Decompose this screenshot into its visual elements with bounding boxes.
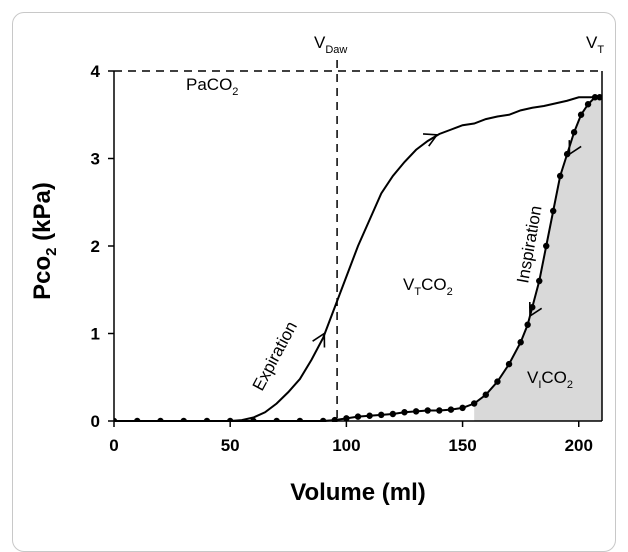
expiration-arrow: [422, 133, 439, 147]
inspiration-point: [296, 417, 304, 422]
inspiration-point: [596, 94, 602, 101]
inspiration-point: [517, 339, 524, 346]
y-tick-label: 0: [91, 412, 100, 431]
inspiration-point: [505, 360, 513, 368]
inspiration-point: [157, 417, 164, 422]
x-tick-label: 200: [565, 436, 593, 455]
inspiration-point: [354, 413, 362, 420]
inspiration-point: [577, 111, 585, 118]
expiration-label: Expiration: [249, 318, 301, 394]
inspiration-point: [114, 417, 118, 422]
vt-top-label: VT: [586, 33, 604, 56]
inspiration-point: [366, 412, 373, 419]
figure-frame: [12, 12, 616, 552]
y-axis-title: Pco2 (kPa): [29, 182, 60, 300]
inspiration-point: [319, 417, 327, 422]
paco2-label: PaCO2: [186, 75, 238, 98]
inspiration-point: [424, 407, 431, 414]
inspiration-point: [584, 101, 592, 108]
inspiration-point: [543, 242, 550, 250]
x-tick-label: 0: [109, 436, 118, 455]
inspiration-point: [412, 408, 420, 415]
inspiration-point: [556, 172, 564, 180]
expiration-line: [114, 96, 602, 422]
inspiration-point: [180, 417, 187, 422]
inspiration-point: [401, 409, 408, 416]
inspiration-point: [591, 94, 599, 101]
y-tick-label: 3: [91, 150, 100, 169]
y-tick-label: 1: [91, 325, 100, 344]
inspiration-point: [378, 411, 385, 419]
inspiration-point: [203, 417, 211, 422]
y-tick-label: 2: [91, 237, 100, 256]
inspiration-point: [550, 207, 557, 215]
x-tick-label: 100: [332, 436, 360, 455]
inspiration-point: [482, 391, 490, 398]
inspiration-point: [250, 417, 257, 422]
inspiration-point: [529, 304, 536, 311]
inspiration-point: [273, 417, 280, 422]
inspiration-arrow: [568, 140, 582, 156]
inspiration-point: [134, 417, 141, 422]
inspiration-point: [343, 415, 350, 422]
expiration-arrow: [312, 332, 326, 348]
inspiration-point: [331, 416, 338, 422]
inspiration-point: [226, 417, 234, 422]
pco2-volume-chart: 0 1 2 3 4 0 50 100 150 200 VDaw VT PaCO2 VTCO2 VI…: [29, 33, 604, 506]
y-tick-label: 4: [91, 62, 101, 81]
x-tick-label: 150: [448, 436, 476, 455]
x-tick-label: 50: [221, 436, 240, 455]
vico2-shaded-area: [474, 97, 602, 421]
vico2-label: VICO2: [527, 368, 573, 391]
vtco2-label: VTCO2: [403, 275, 453, 298]
x-axis-title: Volume (ml): [290, 479, 426, 506]
inspiration-point: [389, 410, 397, 418]
inspiration-point: [436, 407, 443, 414]
inspiration-point: [470, 400, 478, 407]
inspiration-point: [447, 406, 455, 413]
inspiration-arrow: [529, 301, 543, 318]
inspiration-point: [524, 321, 531, 328]
inspiration-point: [570, 129, 578, 136]
inspiration-point: [536, 277, 543, 285]
inspiration-point: [459, 404, 466, 412]
vdaw-label: VDaw: [314, 33, 347, 56]
inspiration-point: [494, 378, 501, 385]
